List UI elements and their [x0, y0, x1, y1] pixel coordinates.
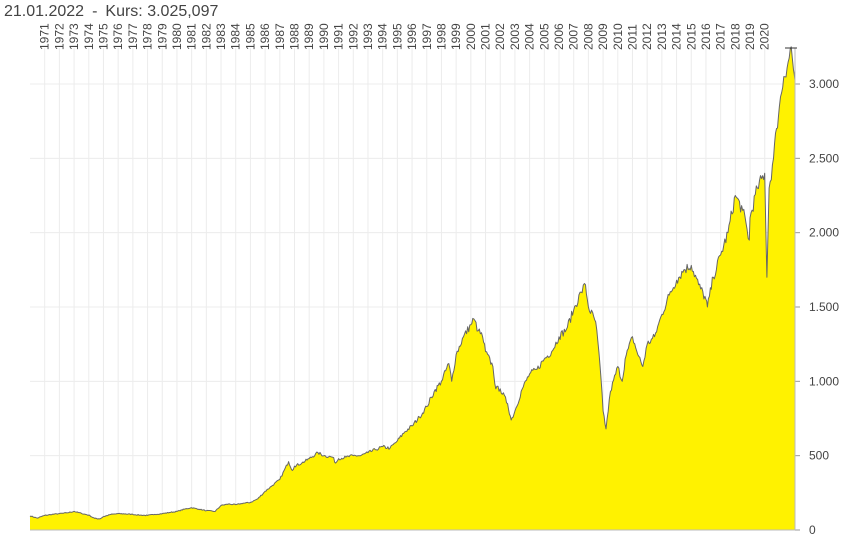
y-tick-label: 0	[809, 523, 816, 537]
x-tick-label: 2007	[567, 23, 581, 50]
x-tick-label: 1976	[111, 23, 125, 50]
x-tick-label: 1989	[302, 23, 316, 50]
x-tick-label: 1991	[332, 23, 346, 50]
x-tick-label: 1988	[288, 23, 302, 50]
x-tick-label: 2004	[523, 23, 537, 50]
x-tick-label: 1972	[52, 23, 66, 50]
x-tick-label: 2006	[552, 23, 566, 50]
x-tick-label: 2015	[684, 23, 698, 50]
x-tick-label: 1985	[243, 23, 257, 50]
x-tick-label: 2010	[611, 23, 625, 50]
x-tick-label: 2000	[464, 23, 478, 50]
grid-lines	[30, 48, 795, 531]
x-tick-label: 1995	[390, 23, 404, 50]
x-tick-label: 2002	[493, 23, 507, 50]
x-tick-label: 2012	[640, 23, 654, 50]
x-tick-label: 1973	[67, 23, 81, 50]
x-axis-ticks: 1971 1972 1973 1974 1975 1976 1977 1978 1979 1980…	[38, 23, 772, 50]
x-tick-label: 1977	[126, 23, 140, 50]
x-tick-label: 1987	[273, 23, 287, 50]
x-tick-label: 2009	[596, 23, 610, 50]
x-tick-label: 1998	[434, 23, 448, 50]
x-tick-label: 2018	[728, 23, 742, 50]
x-tick-label: 2008	[581, 23, 595, 50]
x-tick-label: 1996	[405, 23, 419, 50]
chart-header: 21.01.2022- Kurs: 3.025,097	[4, 3, 218, 21]
x-tick-label: 1990	[317, 23, 331, 50]
x-tick-label: 2001	[479, 23, 493, 50]
y-tick-label: 2.000	[809, 226, 839, 240]
x-tick-label: 1983	[214, 23, 228, 50]
x-tick-label: 2005	[537, 23, 551, 50]
x-tick-label: 1984	[229, 23, 243, 50]
x-tick-label: 1999	[449, 23, 463, 50]
x-tick-label: 2020	[758, 23, 772, 50]
x-tick-label: 2011	[626, 24, 640, 50]
y-tick-label: 1.000	[809, 374, 839, 388]
x-tick-label: 1994	[376, 23, 390, 50]
x-tick-label: 1997	[420, 23, 434, 50]
x-tick-label: 1974	[82, 23, 96, 50]
x-tick-label: 1982	[199, 23, 213, 50]
x-tick-label: 2019	[743, 23, 757, 50]
y-tick-label: 1.500	[809, 300, 839, 314]
x-tick-label: 1980	[170, 23, 184, 50]
x-tick-label: 1975	[97, 23, 111, 50]
y-tick-label: 2.500	[809, 151, 839, 165]
y-tick-label: 500	[809, 449, 829, 463]
x-tick-label: 2014	[670, 23, 684, 50]
date-label: 21.01.2022	[4, 3, 85, 20]
x-tick-label: 2017	[714, 23, 728, 50]
x-tick-label: 1986	[258, 23, 272, 50]
x-tick-label: 1979	[155, 23, 169, 50]
price-label: Kurs: 3.025,097	[105, 3, 219, 20]
y-axis-ticks: 0 500 1.000 1.500 2.000 2.500 3.000	[795, 77, 839, 537]
price-line	[29, 46, 796, 520]
x-tick-label: 2016	[699, 23, 713, 50]
x-tick-label: 2013	[655, 23, 669, 50]
x-tick-label: 1992	[346, 23, 360, 50]
x-tick-label: 1971	[38, 23, 52, 50]
header-separator: -	[92, 3, 98, 20]
x-tick-label: 1993	[361, 23, 375, 50]
y-tick-label: 3.000	[809, 77, 839, 91]
x-tick-label: 1981	[185, 23, 199, 50]
price-area	[30, 46, 795, 531]
x-tick-label: 1978	[141, 23, 155, 50]
x-tick-label: 2003	[508, 23, 522, 50]
